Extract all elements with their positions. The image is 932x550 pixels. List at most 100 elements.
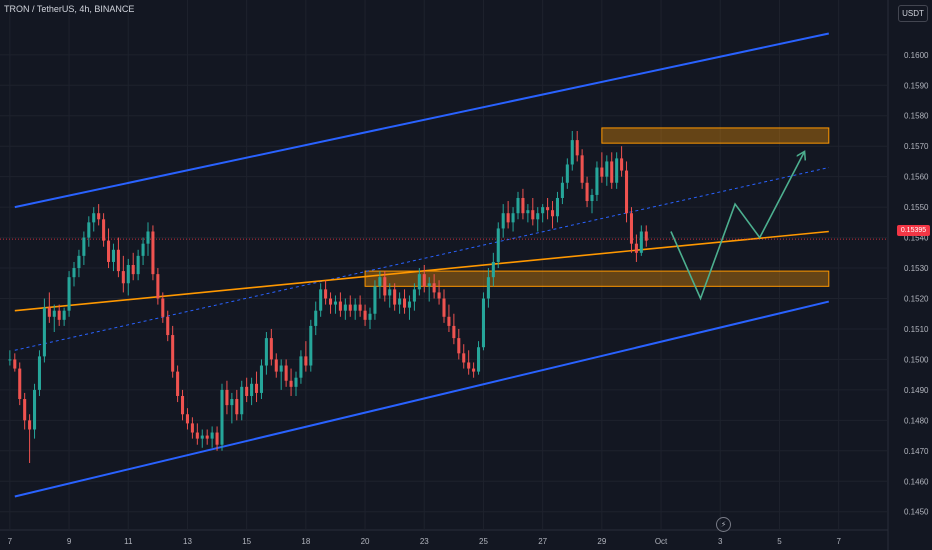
y-tick-label: 0.1550 [904,203,929,212]
candle-body [77,255,81,269]
candle-body [481,298,485,348]
y-tick-label: 0.1510 [904,325,929,334]
candle-body [353,304,357,311]
y-tick-label: 0.1460 [904,477,929,486]
candle-body [146,231,150,244]
candle-body [37,356,41,390]
candle-body [541,207,545,214]
candle-body [324,289,328,299]
candle-body [521,197,525,214]
candle-body [432,283,436,293]
candle-body [546,207,550,211]
candle-body [82,237,86,256]
candle-body [47,307,51,317]
y-tick-label: 0.1520 [904,295,929,304]
candle-body [422,274,426,287]
candle-body [536,213,540,220]
candle-body [102,219,106,241]
candle-body [18,368,22,400]
candle-body [412,289,416,302]
channel-lower-line [14,300,830,498]
candle-body [570,140,574,165]
candle-body [33,389,37,430]
candle-body [590,194,594,202]
candle-body [506,213,510,223]
candle-body [610,161,614,183]
x-tick-label: 29 [597,537,606,546]
candle-body [205,435,209,439]
candle-body [181,395,185,415]
candle-body [393,289,397,305]
x-tick-label: 7 [8,537,13,546]
projection-path [670,152,804,301]
y-tick-label: 0.1600 [904,51,929,60]
candle-body [255,383,259,393]
candle-body [161,298,165,317]
y-tick-label: 0.1500 [904,355,929,364]
candle-body [92,213,96,223]
candle-body [329,298,333,305]
candle-body [486,277,490,299]
candle-body [442,298,446,317]
candle-body [72,268,76,278]
candle-body [42,307,46,357]
y-tick-label: 0.1530 [904,264,929,273]
candle-body [605,161,609,177]
candle-body [551,210,555,217]
candle-body [368,313,372,320]
x-tick-label: 9 [67,537,72,546]
candle-body [620,158,624,171]
time-axis: 7 9 11 13 15 18 20 23 25 27 29 Oct 3 5 7 [8,537,842,546]
candle-body [491,261,495,278]
x-tick-label: 20 [361,537,370,546]
x-tick-label: 11 [124,537,133,546]
candle-body [595,167,599,195]
x-tick-label: 5 [777,537,782,546]
candle-body [141,243,145,256]
y-tick-label: 0.1480 [904,416,929,425]
candle-body [195,432,199,439]
candle-body [107,240,111,262]
candles [8,130,648,463]
last-price-tag: 0.15395 [897,225,930,236]
candle-body [639,231,643,253]
candle-body [136,255,140,275]
candle-body [250,383,254,396]
x-tick-label: 3 [718,537,723,546]
candle-body [447,316,451,326]
candle-body [225,389,229,406]
candle-body [501,213,505,229]
x-tick-label: 23 [420,537,429,546]
candle-body [8,359,12,361]
candle-body [28,420,32,430]
x-tick-label: 25 [479,537,488,546]
y-tick-label: 0.1540 [904,234,929,243]
candle-body [185,414,189,424]
candle-body [13,359,17,369]
candle-body [131,265,135,275]
candle-body [309,325,313,366]
candle-body [215,432,219,445]
candle-body [615,158,619,183]
candle-body [259,365,263,393]
candle-body [304,356,308,366]
candle-body [314,310,318,326]
candle-body [200,435,204,439]
y-tick-label: 0.1450 [904,508,929,517]
candle-body [452,325,456,339]
channel-mid-line [14,167,829,351]
support-zone [364,270,830,287]
x-tick-label: 15 [242,537,251,546]
candle-body [87,222,91,238]
candle-body [151,231,155,275]
currency-button[interactable]: USDT [898,5,928,22]
candle-body [496,228,500,262]
candle-body [299,356,303,378]
candle-body [171,335,175,372]
candle-body [111,249,115,262]
candle-body [580,155,584,183]
candle-body [264,338,268,366]
lightning-icon[interactable]: ⚡ [716,517,731,532]
